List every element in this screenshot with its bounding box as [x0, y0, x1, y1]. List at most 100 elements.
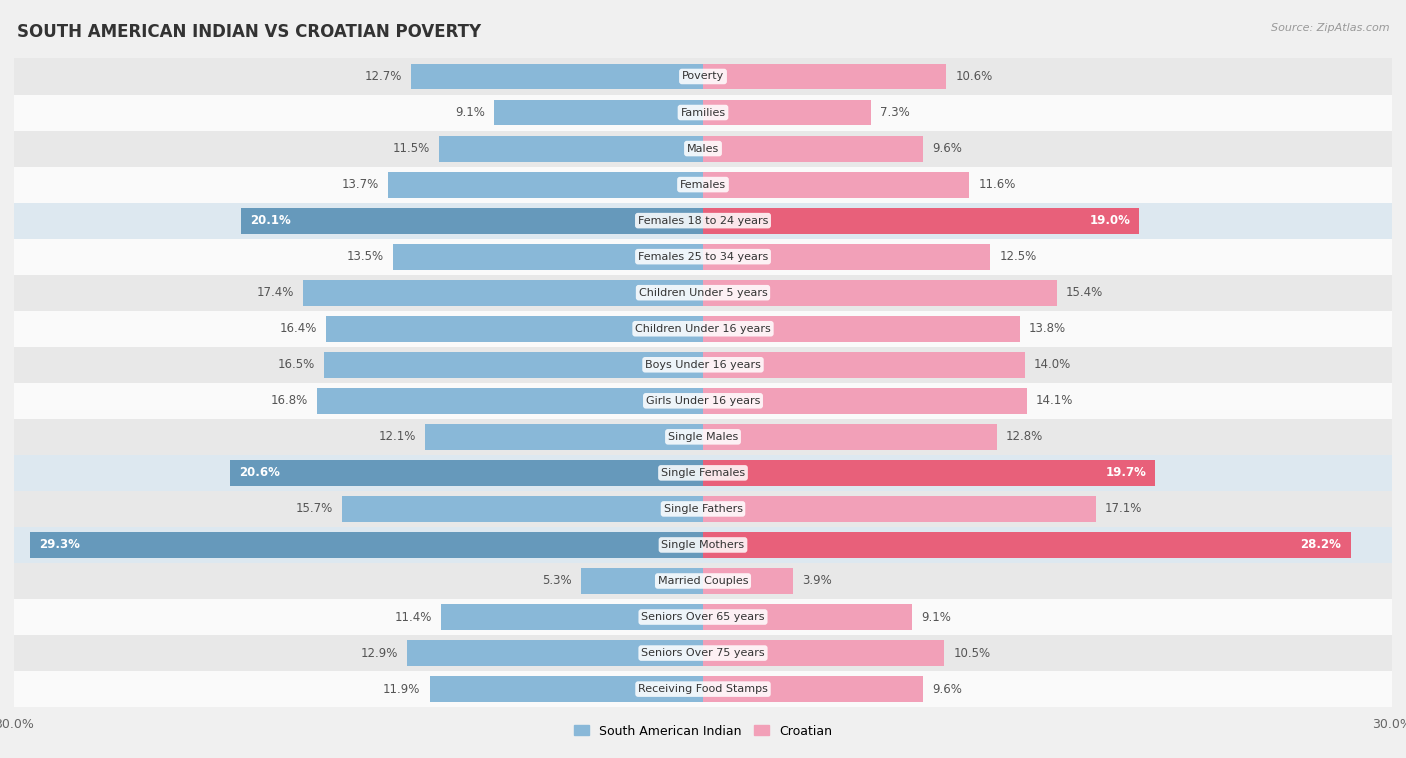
- Text: Poverty: Poverty: [682, 71, 724, 81]
- Text: Receiving Food Stamps: Receiving Food Stamps: [638, 684, 768, 694]
- Text: 9.1%: 9.1%: [456, 106, 485, 119]
- Bar: [703, 532, 1351, 558]
- Text: 12.1%: 12.1%: [378, 431, 416, 443]
- Bar: [14, 167, 1392, 202]
- Bar: [14, 95, 1392, 130]
- Legend: South American Indian, Croatian: South American Indian, Croatian: [569, 719, 837, 743]
- Text: 10.6%: 10.6%: [956, 70, 993, 83]
- Text: 12.5%: 12.5%: [1000, 250, 1036, 263]
- Text: 7.3%: 7.3%: [880, 106, 910, 119]
- Text: Females 25 to 34 years: Females 25 to 34 years: [638, 252, 768, 262]
- Text: 19.7%: 19.7%: [1105, 466, 1146, 479]
- Text: Seniors Over 75 years: Seniors Over 75 years: [641, 648, 765, 658]
- Text: Boys Under 16 years: Boys Under 16 years: [645, 360, 761, 370]
- Bar: [425, 424, 703, 449]
- Bar: [231, 460, 703, 486]
- Text: 9.6%: 9.6%: [932, 142, 963, 155]
- Bar: [318, 388, 703, 414]
- Bar: [14, 599, 1392, 635]
- Text: 11.5%: 11.5%: [392, 142, 430, 155]
- Text: 20.6%: 20.6%: [239, 466, 280, 479]
- Bar: [703, 280, 1057, 305]
- Bar: [441, 604, 703, 630]
- Bar: [14, 635, 1392, 671]
- Text: 20.1%: 20.1%: [250, 214, 291, 227]
- Text: Seniors Over 65 years: Seniors Over 65 years: [641, 612, 765, 622]
- Bar: [703, 208, 1139, 233]
- Bar: [703, 136, 924, 161]
- Text: 29.3%: 29.3%: [39, 538, 80, 552]
- Text: 12.8%: 12.8%: [1007, 431, 1043, 443]
- Text: 10.5%: 10.5%: [953, 647, 990, 659]
- Bar: [14, 58, 1392, 95]
- Bar: [703, 243, 990, 270]
- Text: SOUTH AMERICAN INDIAN VS CROATIAN POVERTY: SOUTH AMERICAN INDIAN VS CROATIAN POVERT…: [17, 23, 481, 41]
- Text: 16.4%: 16.4%: [280, 322, 318, 335]
- Text: Females 18 to 24 years: Females 18 to 24 years: [638, 215, 768, 226]
- Bar: [703, 64, 946, 89]
- Bar: [14, 346, 1392, 383]
- Text: Females: Females: [681, 180, 725, 190]
- Bar: [14, 239, 1392, 274]
- Bar: [406, 640, 703, 666]
- Bar: [703, 424, 997, 449]
- Bar: [30, 532, 703, 558]
- Text: Married Couples: Married Couples: [658, 576, 748, 586]
- Text: 13.5%: 13.5%: [347, 250, 384, 263]
- Text: 11.6%: 11.6%: [979, 178, 1017, 191]
- Bar: [14, 527, 1392, 563]
- Bar: [703, 316, 1019, 342]
- Text: 11.4%: 11.4%: [395, 610, 432, 624]
- Bar: [388, 171, 703, 198]
- Text: 17.1%: 17.1%: [1105, 503, 1142, 515]
- Text: Single Fathers: Single Fathers: [664, 504, 742, 514]
- Bar: [14, 383, 1392, 419]
- Text: 15.4%: 15.4%: [1066, 287, 1104, 299]
- Text: Girls Under 16 years: Girls Under 16 years: [645, 396, 761, 406]
- Bar: [323, 352, 703, 377]
- Bar: [14, 202, 1392, 239]
- Text: Families: Families: [681, 108, 725, 117]
- Bar: [392, 243, 703, 270]
- Text: 12.7%: 12.7%: [364, 70, 402, 83]
- Bar: [581, 568, 703, 594]
- Text: 11.9%: 11.9%: [384, 683, 420, 696]
- Bar: [14, 563, 1392, 599]
- Bar: [412, 64, 703, 89]
- Text: Single Mothers: Single Mothers: [661, 540, 745, 550]
- Bar: [703, 640, 945, 666]
- Bar: [703, 460, 1156, 486]
- Bar: [703, 604, 912, 630]
- Bar: [703, 352, 1025, 377]
- Bar: [703, 496, 1095, 522]
- Text: 5.3%: 5.3%: [543, 575, 572, 587]
- Bar: [326, 316, 703, 342]
- Text: 13.8%: 13.8%: [1029, 322, 1066, 335]
- Text: 28.2%: 28.2%: [1301, 538, 1341, 552]
- Bar: [14, 419, 1392, 455]
- Bar: [14, 491, 1392, 527]
- Bar: [703, 171, 969, 198]
- Bar: [439, 136, 703, 161]
- Bar: [242, 208, 703, 233]
- Text: Children Under 16 years: Children Under 16 years: [636, 324, 770, 334]
- Bar: [14, 455, 1392, 491]
- Bar: [14, 130, 1392, 167]
- Text: 17.4%: 17.4%: [257, 287, 294, 299]
- Text: Single Females: Single Females: [661, 468, 745, 478]
- Bar: [703, 99, 870, 126]
- Text: 16.5%: 16.5%: [277, 359, 315, 371]
- Text: Children Under 5 years: Children Under 5 years: [638, 288, 768, 298]
- Text: 14.1%: 14.1%: [1036, 394, 1073, 407]
- Bar: [14, 274, 1392, 311]
- Bar: [14, 311, 1392, 346]
- Bar: [494, 99, 703, 126]
- Bar: [703, 676, 924, 702]
- Text: 15.7%: 15.7%: [297, 503, 333, 515]
- Text: 16.8%: 16.8%: [271, 394, 308, 407]
- Text: 14.0%: 14.0%: [1033, 359, 1071, 371]
- Bar: [343, 496, 703, 522]
- Bar: [304, 280, 703, 305]
- Bar: [703, 388, 1026, 414]
- Text: Source: ZipAtlas.com: Source: ZipAtlas.com: [1271, 23, 1389, 33]
